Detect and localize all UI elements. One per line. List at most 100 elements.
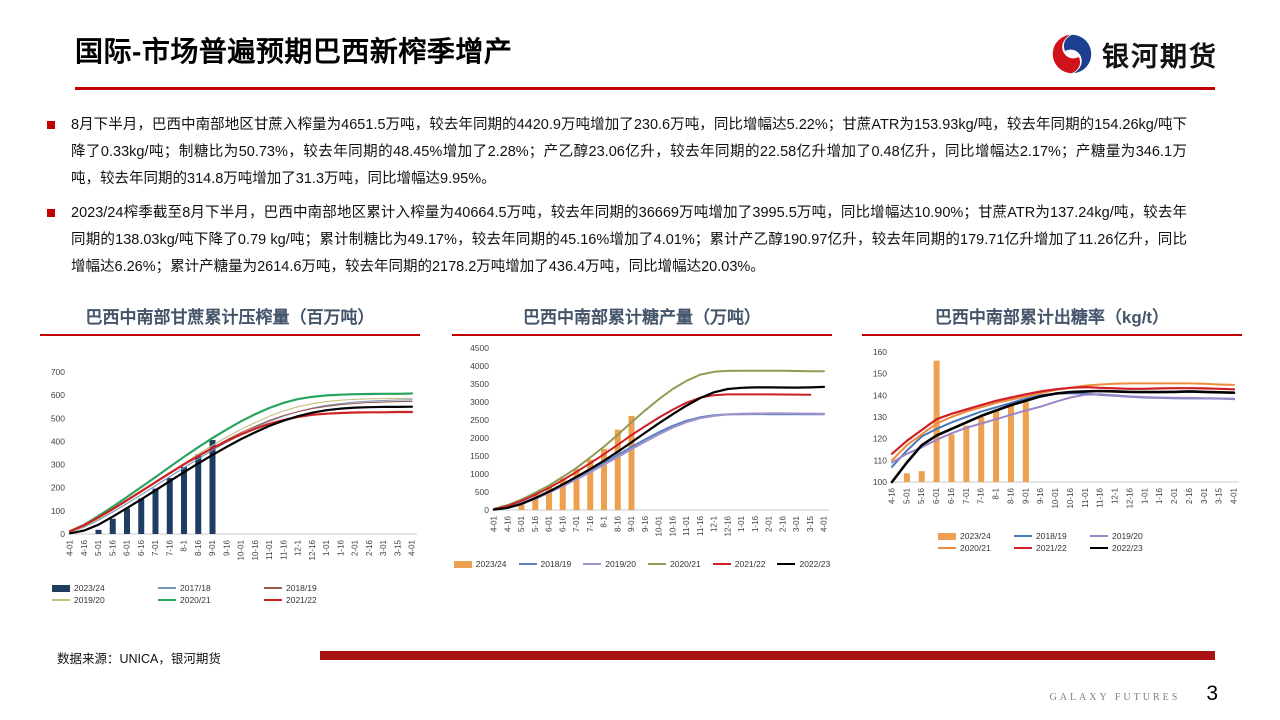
- brand-name: 银河期货: [1102, 41, 1218, 72]
- legend-label: 2020/21: [960, 543, 991, 553]
- svg-text:5-01: 5-01: [94, 539, 103, 556]
- page-number: 3: [1206, 682, 1218, 705]
- svg-text:11-16: 11-16: [279, 539, 288, 559]
- svg-text:1000: 1000: [470, 469, 489, 479]
- svg-text:11-16: 11-16: [696, 515, 705, 535]
- svg-text:12-1: 12-1: [710, 515, 719, 532]
- svg-text:5-16: 5-16: [531, 515, 540, 532]
- svg-text:3500: 3500: [470, 379, 489, 389]
- svg-text:6-01: 6-01: [545, 515, 554, 532]
- chart-title-underline: [40, 334, 420, 336]
- legend-item: 2020/21: [158, 595, 264, 605]
- svg-text:5-16: 5-16: [917, 487, 926, 504]
- svg-text:7-16: 7-16: [977, 487, 986, 504]
- svg-text:7-16: 7-16: [165, 539, 174, 556]
- svg-text:6-01: 6-01: [123, 539, 132, 556]
- svg-text:1-16: 1-16: [1155, 487, 1164, 504]
- svg-text:12-16: 12-16: [308, 539, 317, 560]
- legend-label: 2023/24: [475, 559, 507, 569]
- chart-panel: 巴西中南部累计糖产量（万吨） 0 500 1000 1500 2000 2500 3000 35…: [452, 303, 832, 569]
- svg-text:9-16: 9-16: [1036, 487, 1045, 504]
- legend-item: 2022/23: [1090, 543, 1166, 553]
- legend-item: 2020/21: [938, 543, 1014, 553]
- svg-text:2-16: 2-16: [778, 515, 787, 532]
- legend-line-swatch-icon: [1014, 546, 1032, 550]
- svg-text:7-01: 7-01: [962, 487, 971, 504]
- svg-text:9-16: 9-16: [222, 539, 231, 556]
- galaxy-swirl-icon: [1052, 34, 1092, 74]
- svg-text:300: 300: [51, 460, 65, 470]
- legend-line-swatch-icon: [158, 587, 176, 589]
- brand-logo: 银河期货: [1050, 32, 1218, 76]
- legend-item: 2021/22: [1014, 543, 1090, 553]
- legend-item: 2018/19: [518, 559, 571, 569]
- legend-label: 2019/20: [74, 595, 105, 605]
- svg-text:100: 100: [873, 477, 887, 487]
- legend-item: 2021/22: [264, 595, 370, 605]
- legend-bar-swatch-icon: [938, 532, 956, 540]
- svg-text:3-01: 3-01: [379, 539, 388, 556]
- svg-text:200: 200: [51, 483, 65, 493]
- title-underline: [75, 87, 1215, 90]
- legend-item: 2023/24: [52, 583, 158, 593]
- legend-line-swatch-icon: [264, 598, 282, 602]
- svg-text:3-01: 3-01: [792, 515, 801, 532]
- svg-text:6-01: 6-01: [932, 487, 941, 504]
- footer-bar: [320, 651, 1215, 660]
- legend-line-swatch-icon: [1090, 546, 1108, 550]
- svg-text:8-1: 8-1: [180, 539, 189, 551]
- svg-text:7-01: 7-01: [572, 515, 581, 532]
- legend-label: 2022/23: [1112, 543, 1143, 553]
- legend-label: 2018/19: [1036, 531, 1067, 541]
- svg-text:8-16: 8-16: [613, 515, 622, 532]
- svg-text:1-16: 1-16: [336, 539, 345, 556]
- svg-text:0: 0: [484, 505, 489, 515]
- chart-panel: 巴西中南部甘蔗累计压榨量（百万吨） 0 100 200 300 400 500 600 700 4…: [40, 303, 420, 605]
- svg-text:10-01: 10-01: [237, 539, 246, 560]
- bullet-square-icon: [47, 209, 55, 217]
- legend-label: 2023/24: [74, 583, 105, 593]
- legend-line-swatch-icon: [158, 598, 176, 602]
- legend-line-swatch-icon: [264, 587, 282, 589]
- legend-item: 2018/19: [1014, 531, 1090, 541]
- svg-text:11-01: 11-01: [265, 539, 274, 559]
- svg-text:12-1: 12-1: [294, 539, 303, 556]
- svg-text:2-01: 2-01: [351, 539, 360, 556]
- legend-item: 2019/20: [1090, 531, 1166, 541]
- legend-label: 2018/19: [286, 583, 317, 593]
- svg-text:160: 160: [873, 347, 887, 357]
- svg-text:9-01: 9-01: [208, 539, 217, 556]
- svg-text:1-01: 1-01: [1140, 487, 1149, 504]
- svg-text:10-01: 10-01: [655, 515, 664, 536]
- legend-label: 2017/18: [180, 583, 211, 593]
- svg-text:9-01: 9-01: [627, 515, 636, 532]
- svg-text:2000: 2000: [470, 433, 489, 443]
- svg-text:6-16: 6-16: [558, 515, 567, 532]
- svg-text:120: 120: [873, 434, 887, 444]
- legend-item: 2017/18: [158, 583, 264, 593]
- legend-line-swatch-icon: [518, 563, 537, 565]
- legend-bar-swatch-icon: [52, 584, 70, 592]
- svg-text:1-01: 1-01: [322, 539, 331, 556]
- svg-text:8-16: 8-16: [194, 539, 203, 556]
- legend-item: 2018/19: [264, 583, 370, 593]
- legend-item: 2021/22: [712, 559, 765, 569]
- svg-text:600: 600: [51, 390, 65, 400]
- svg-text:9-01: 9-01: [1021, 487, 1030, 504]
- svg-text:7-01: 7-01: [151, 539, 160, 556]
- svg-text:4-01: 4-01: [66, 539, 75, 556]
- legend-line-swatch-icon: [938, 547, 956, 549]
- svg-text:12-1: 12-1: [1111, 487, 1120, 504]
- svg-text:140: 140: [873, 390, 887, 400]
- svg-text:8-1: 8-1: [600, 515, 609, 527]
- chart-plot: 0 500 1000 1500 2000 2500 3000 3500 4000 4500 4-01…: [470, 343, 829, 536]
- charts-row: 巴西中南部甘蔗累计压榨量（百万吨） 0 100 200 300 400 500 600 700 4…: [0, 303, 1280, 633]
- svg-text:3-15: 3-15: [1215, 487, 1224, 504]
- svg-text:9-16: 9-16: [641, 515, 650, 532]
- legend-item: 2022/23: [777, 559, 830, 569]
- svg-text:4000: 4000: [470, 361, 489, 371]
- svg-text:130: 130: [873, 412, 887, 422]
- legend-line-swatch-icon: [648, 563, 666, 565]
- data-source: 数据来源：UNICA，银河期货: [57, 652, 221, 666]
- legend-line-swatch-icon: [1090, 535, 1108, 537]
